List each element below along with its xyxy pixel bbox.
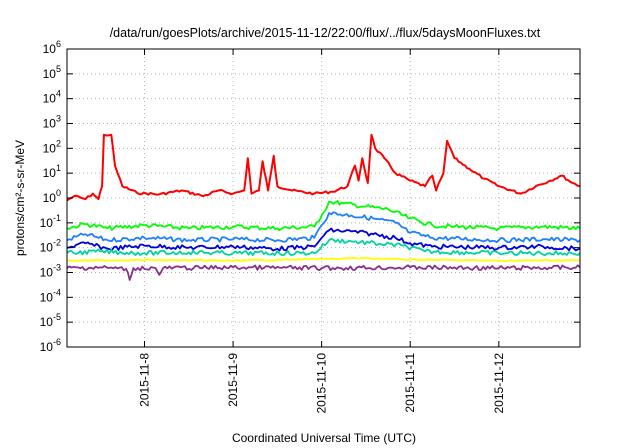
plot-lines	[67, 133, 580, 281]
series-line	[67, 256, 580, 263]
y-tick-labels: 10-6 10-5 10-4 10-3 10-2 10-1 100 101 102 103 104 1…	[40, 39, 61, 354]
y-tick-label: 103	[43, 114, 61, 131]
x-tick-label: 2015-11-11	[403, 353, 417, 413]
y-tick-label: 10-5	[40, 312, 61, 329]
chart-title: /data/run/goesPlots/archive/2015-11-12/2…	[110, 26, 541, 40]
y-tick-label: 10-3	[40, 263, 61, 280]
y-tick-label: 101	[43, 163, 61, 180]
x-axis-label: Coordinated Universal Time (UTC)	[232, 431, 416, 445]
axis-ticks	[67, 48, 580, 348]
series-line	[67, 133, 580, 202]
y-tick-label: 106	[43, 39, 61, 56]
y-tick-label: 104	[43, 89, 61, 106]
series-line	[67, 211, 580, 244]
x-tick-label: 2015-11-9	[226, 353, 240, 407]
series-line	[67, 237, 580, 257]
x-tick-label: 2015-11-10	[315, 353, 329, 414]
series-line	[67, 200, 580, 232]
series-line	[67, 227, 580, 252]
y-tick-label: 10-6	[40, 337, 61, 354]
y-tick-label: 100	[43, 188, 61, 205]
y-tick-label: 102	[43, 138, 61, 155]
x-tick-label: 2015-11-12	[492, 353, 506, 414]
series-line	[67, 264, 580, 281]
y-tick-label: 10-2	[40, 238, 61, 255]
y-tick-label: 10-4	[40, 287, 61, 304]
x-tick-label: 2015-11-8	[138, 353, 152, 407]
y-tick-label: 10-1	[40, 213, 61, 230]
y-tick-label: 105	[43, 64, 61, 81]
grid-lines	[67, 49, 580, 347]
y-axis-label: protons/cm²-s-sr-MeV	[13, 140, 27, 256]
x-tick-labels: 2015-11-8 2015-11-9 2015-11-10 2015-11-11 20…	[138, 353, 506, 414]
